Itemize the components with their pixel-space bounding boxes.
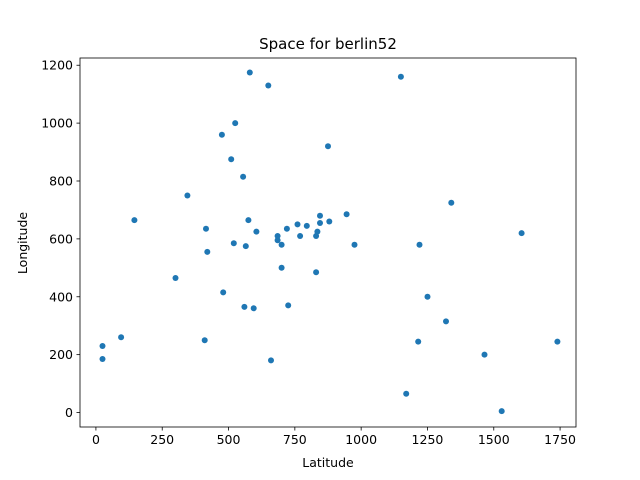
- data-point: [326, 218, 333, 225]
- data-point: [285, 302, 292, 309]
- data-point: [498, 408, 505, 415]
- data-point: [245, 217, 252, 224]
- data-point: [241, 303, 248, 310]
- data-point: [424, 293, 431, 300]
- data-point: [443, 318, 449, 325]
- points-layer: [99, 69, 561, 415]
- data-point: [99, 356, 106, 362]
- y-tick-label: 1200: [41, 58, 73, 73]
- data-point: [554, 338, 561, 345]
- x-tick-label: 0: [92, 432, 100, 447]
- y-tick-label: 600: [49, 231, 73, 246]
- chart-title: Space for berlin52: [259, 35, 397, 53]
- data-point: [313, 233, 320, 239]
- data-point: [303, 222, 310, 229]
- x-tick-label: 500: [217, 432, 241, 447]
- x-tick-label: 1000: [345, 432, 377, 447]
- data-point: [448, 199, 455, 206]
- data-point: [274, 237, 281, 244]
- data-point: [228, 156, 235, 163]
- x-tick-label: 1250: [412, 432, 444, 447]
- data-point: [294, 221, 301, 228]
- y-axis-label: Longitude: [15, 212, 30, 274]
- plot-frame: [79, 57, 577, 428]
- data-point: [204, 248, 211, 255]
- y-tick-label: 1000: [41, 116, 73, 131]
- data-point: [278, 241, 285, 248]
- y-tick-label: 200: [49, 347, 73, 362]
- data-point: [415, 338, 422, 345]
- y-tick-label: 800: [49, 174, 73, 189]
- data-point: [351, 241, 358, 248]
- x-axis-label: Latitude: [302, 455, 354, 470]
- x-tick-label: 250: [150, 432, 174, 447]
- data-point: [201, 337, 208, 344]
- y-tick-label: 0: [65, 405, 73, 420]
- y-axis-ticks: 0 200 400 600 800 1000 1200: [41, 58, 80, 420]
- data-point: [397, 73, 404, 80]
- data-point: [403, 390, 410, 397]
- data-point: [240, 173, 247, 180]
- data-point: [232, 120, 239, 127]
- data-point: [265, 82, 272, 89]
- data-point: [317, 220, 323, 226]
- x-tick-label: 1500: [478, 432, 510, 447]
- data-point: [250, 305, 257, 312]
- y-tick-label: 400: [49, 289, 73, 304]
- data-point: [230, 240, 237, 247]
- data-point: [317, 212, 323, 219]
- x-tick-label: 1750: [544, 432, 576, 447]
- data-point: [325, 143, 331, 150]
- x-axis-ticks: 0 250 500 750 1000 1250 1500 1750: [92, 427, 576, 447]
- data-point: [253, 228, 260, 235]
- data-point: [268, 357, 274, 364]
- data-point: [416, 241, 423, 248]
- data-point: [246, 69, 253, 76]
- data-point: [203, 225, 209, 232]
- data-point: [131, 217, 138, 224]
- data-point: [313, 269, 320, 276]
- data-point: [218, 131, 225, 138]
- data-point: [220, 289, 227, 296]
- data-point: [242, 243, 249, 250]
- data-point: [283, 225, 290, 232]
- data-point: [297, 233, 304, 239]
- data-point: [278, 264, 285, 271]
- data-point: [274, 233, 281, 239]
- data-point: [118, 334, 125, 341]
- data-point: [99, 343, 106, 349]
- data-point: [343, 211, 350, 218]
- data-point: [172, 275, 179, 281]
- data-point: [184, 192, 191, 199]
- data-point: [481, 351, 488, 358]
- x-tick-label: 750: [283, 432, 307, 447]
- data-point: [518, 230, 525, 237]
